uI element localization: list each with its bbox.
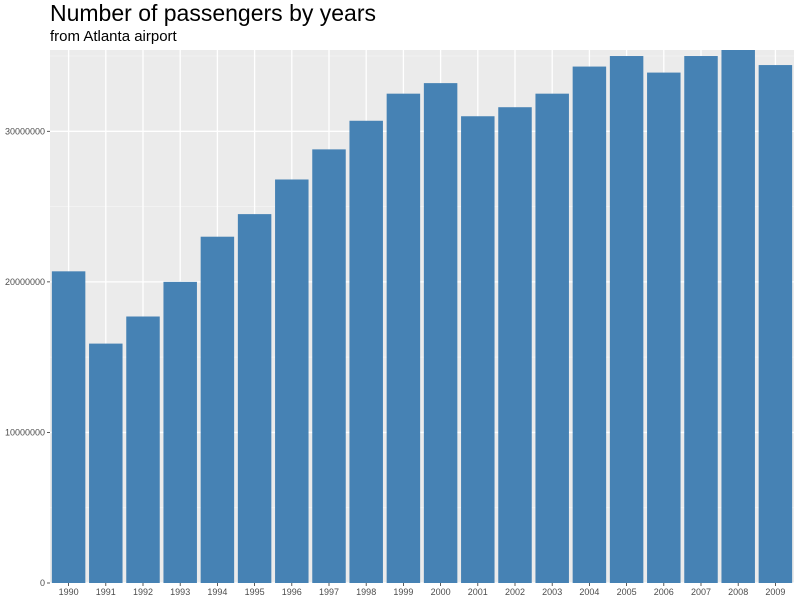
y-tick-label: 20000000 <box>5 277 45 287</box>
bar-1997 <box>312 149 346 584</box>
bar-2003 <box>535 93 569 583</box>
x-tick-label: 2002 <box>505 587 525 597</box>
x-tick-label: 2008 <box>728 587 748 597</box>
x-tick-label: 2005 <box>617 587 637 597</box>
y-tick-label: 10000000 <box>5 427 45 437</box>
y-tick-label: 30000000 <box>5 126 45 136</box>
bar-1995 <box>237 214 272 583</box>
x-tick-label: 1999 <box>393 587 413 597</box>
x-tick-label: 1992 <box>133 587 153 597</box>
bar-2005 <box>609 56 644 584</box>
bar-2002 <box>498 107 532 583</box>
x-tick-label: 1993 <box>170 587 190 597</box>
x-tick-label: 1994 <box>207 587 227 597</box>
x-tick-label: 2009 <box>765 587 785 597</box>
x-tick-label: 1995 <box>245 587 265 597</box>
x-tick-label: 1996 <box>282 587 302 597</box>
bar-2007 <box>684 56 718 584</box>
bar-2009 <box>758 65 793 583</box>
x-tick-label: 2007 <box>691 587 711 597</box>
bar-1990 <box>51 271 86 583</box>
x-tick-label: 2006 <box>654 587 674 597</box>
bar-2004 <box>572 66 607 584</box>
bar-1991 <box>89 343 123 583</box>
bar-1999 <box>386 93 421 583</box>
bar-1992 <box>126 316 160 583</box>
x-tick-label: 2004 <box>579 587 599 597</box>
bar-2006 <box>647 72 681 583</box>
x-tick-label: 2001 <box>468 587 488 597</box>
bar-1994 <box>200 236 235 583</box>
bar-2000 <box>423 83 458 583</box>
x-tick-label: 2003 <box>542 587 562 597</box>
x-tick-label: 1998 <box>356 587 376 597</box>
x-tick-label: 1991 <box>96 587 116 597</box>
x-tick-label: 1990 <box>59 587 79 597</box>
bar-1993 <box>163 281 197 583</box>
bar-1996 <box>275 179 309 583</box>
chart-title: Number of passengers by years <box>50 0 376 26</box>
x-tick-label: 1997 <box>319 587 339 597</box>
plot-panel <box>50 50 794 583</box>
bar-2008 <box>721 50 755 583</box>
x-tick-label: 2000 <box>431 587 451 597</box>
bar-2001 <box>461 116 495 583</box>
y-tick-label: 0 <box>40 578 45 588</box>
chart-subtitle: from Atlanta airport <box>50 28 177 45</box>
bar-1998 <box>349 120 383 583</box>
